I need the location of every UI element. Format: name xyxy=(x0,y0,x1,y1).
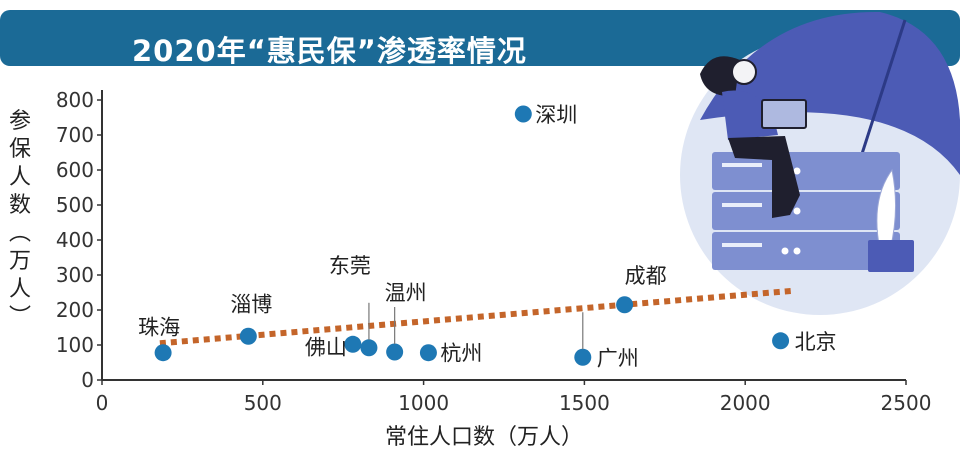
point-label: 珠海 xyxy=(138,316,180,340)
point-5 xyxy=(386,343,404,361)
point-3 xyxy=(344,335,362,353)
x-tick-label: 0 xyxy=(96,391,109,415)
point-label: 广州 xyxy=(597,346,639,370)
point-6 xyxy=(419,344,437,362)
trendline xyxy=(159,287,794,347)
point-label: 温州 xyxy=(385,281,427,305)
y-tick-label: 300 xyxy=(56,263,94,287)
woman-umbrella-illustration xyxy=(680,11,960,315)
y-tick-label: 100 xyxy=(56,333,94,357)
y-axis-label-text: 参保人数 ︵ 万人 ︶ xyxy=(8,109,31,330)
y-axis-label: 参保人数 ︵ 万人 ︶ xyxy=(6,108,34,332)
y-tick-label: 500 xyxy=(56,193,94,217)
axes: 0 100 200 300 400 500 600 700 800 0 500 1000 1500 200… xyxy=(56,88,932,450)
point-2 xyxy=(239,327,257,345)
point-1 xyxy=(154,344,172,362)
y-tick-label: 800 xyxy=(56,88,94,112)
y-tick-label: 700 xyxy=(56,123,94,147)
point-label: 深圳 xyxy=(535,103,577,127)
y-tick-label: 200 xyxy=(56,298,94,322)
point-label: 北京 xyxy=(795,330,837,354)
x-tick-label: 500 xyxy=(244,391,282,415)
y-tick-label: 600 xyxy=(56,158,94,182)
point-label: 东莞 xyxy=(329,254,371,278)
x-tick-label: 1500 xyxy=(559,391,610,415)
x-tick-label: 2000 xyxy=(720,391,771,415)
point-label: 成都 xyxy=(625,264,667,288)
data-points xyxy=(154,105,790,366)
point-label: 淄博 xyxy=(230,292,272,316)
x-tick-label: 2500 xyxy=(881,391,932,415)
chart-title: 2020年“惠民保”渗透率情况 xyxy=(132,34,527,68)
point-10 xyxy=(772,332,790,350)
point-label: 杭州 xyxy=(440,342,482,366)
point-4 xyxy=(360,339,378,357)
y-tick-label: 0 xyxy=(81,368,94,392)
x-axis-label: 常住人口数（万人） xyxy=(385,425,583,450)
point-label: 佛山 xyxy=(305,335,347,359)
point-9 xyxy=(616,296,634,314)
point-7 xyxy=(514,105,532,123)
point-8 xyxy=(574,348,592,366)
x-tick-label: 1000 xyxy=(398,391,449,415)
y-tick-label: 400 xyxy=(56,228,94,252)
trend-line xyxy=(159,287,794,347)
